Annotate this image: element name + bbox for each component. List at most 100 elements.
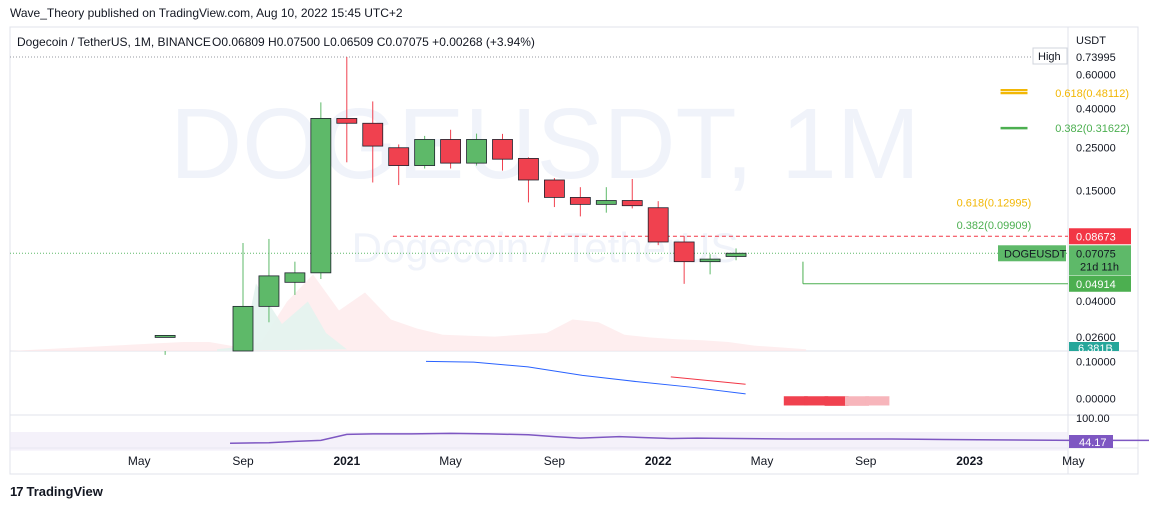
tradingview-logo[interactable]: 17 TradingView [10, 484, 103, 499]
grid-layer [10, 56, 1068, 254]
fib-level-label: 0.382(0.31622) [1055, 123, 1130, 135]
countdown-label: 21d 11h [1080, 261, 1119, 273]
candle [621, 179, 643, 209]
candle-body [699, 258, 721, 263]
candle [699, 254, 721, 275]
candle [673, 236, 695, 284]
candle-body [310, 118, 332, 274]
volume-tag-label: 6.381B [1078, 343, 1113, 355]
high-value-label: 0.73995 [1076, 52, 1116, 64]
candle-body [414, 139, 436, 166]
candle [647, 201, 669, 246]
candle-body [621, 200, 643, 207]
candle-body [284, 272, 306, 283]
macd-histogram-bar [824, 396, 849, 406]
rsi-line [230, 432, 1149, 444]
candle [492, 133, 513, 171]
x-tick-label: Sep [544, 454, 566, 468]
rsi-tick-label: 100.00 [1076, 413, 1110, 425]
fib-level-label: 0.618(0.48112) [1055, 88, 1129, 100]
y-axis-unit: USDT [1076, 35, 1106, 47]
symbol-legend[interactable]: Dogecoin / TetherUS, 1M, BINANCE [17, 35, 211, 49]
candle-body [673, 241, 695, 263]
fib-level-label: 0.382(0.09909) [957, 220, 1032, 232]
resistance-tag [1069, 228, 1131, 245]
x-tick-label: Sep [855, 454, 877, 468]
support-tag [1069, 275, 1131, 292]
support-tag-label: 0.04914 [1076, 279, 1116, 291]
macd-tick-label: 0.10000 [1076, 356, 1116, 368]
x-tick-label: May [751, 454, 774, 468]
chart-border [9, 26, 1139, 475]
candle-body [492, 139, 513, 160]
volume-area [9, 274, 807, 351]
x-tick-label: 2022 [645, 454, 672, 468]
macd-line [425, 360, 746, 395]
high-tag-label: High [1038, 51, 1061, 63]
candle [388, 144, 410, 186]
x-tick-label: May [128, 454, 151, 468]
levels-layer [392, 235, 1068, 285]
fib-level-label: 0.618(0.12995) [957, 197, 1032, 209]
macd-pane: 0.10000 0.00000 [425, 356, 1116, 406]
x-tick-label: 2023 [956, 454, 983, 468]
y-tick-label: 0.40000 [1076, 103, 1116, 115]
current-price-tag [1069, 245, 1131, 276]
candle [518, 157, 539, 203]
candle [725, 248, 747, 261]
x-tick-label: Sep [232, 454, 254, 468]
candle [232, 243, 254, 352]
macd-histogram-bar [783, 396, 808, 406]
tradingview-logo-icon: 17 [10, 484, 24, 499]
y-tick-label: 0.60000 [1076, 70, 1116, 82]
candle-body [466, 139, 487, 164]
candle-body [258, 275, 280, 307]
candle [595, 187, 617, 213]
symbol-tag-label: DOGEUSDT [1004, 248, 1067, 260]
tradingview-brand: TradingView [26, 484, 103, 499]
high-tag-box [1032, 47, 1068, 65]
candle-body [336, 118, 358, 124]
resistance-tag-label: 0.08673 [1076, 231, 1116, 243]
candles-layer [154, 56, 747, 355]
candle [258, 238, 280, 323]
candle [310, 102, 332, 280]
candle-body [647, 207, 669, 243]
y-tick-label: 0.25000 [1076, 143, 1116, 155]
candle [466, 133, 487, 166]
macd-histogram-bar [804, 396, 829, 406]
rsi-band [10, 432, 1068, 451]
macd-tick-label: 0.00000 [1076, 393, 1116, 405]
candle-body [232, 305, 254, 352]
time-axis: May Sep 2021 May Sep 2022 May Sep 2023 May [128, 454, 1085, 468]
volume-tag [1069, 342, 1119, 351]
macd-signal-line [670, 376, 746, 385]
candle-body [569, 197, 591, 205]
candle-body [362, 122, 384, 147]
candle-body [388, 147, 410, 166]
ohlc-legend: O0.06809 H0.07500 L0.06509 C0.07075 +0.0… [212, 35, 535, 49]
candle [440, 129, 462, 169]
candle [362, 101, 384, 183]
candle-body [595, 200, 617, 205]
rsi-pane: 100.00 44.17 [10, 413, 1149, 451]
fib-layer: 0.618(0.48112) 0.382(0.31622) 0.618(0.1299… [957, 88, 1130, 232]
candle [544, 178, 565, 208]
publish-credit: Wave_Theory published on TradingView.com… [10, 6, 403, 20]
y-tick-label: 0.04000 [1076, 296, 1116, 308]
candle [414, 135, 436, 169]
candle [569, 187, 591, 217]
candle [336, 56, 358, 163]
x-tick-label: May [439, 454, 462, 468]
symbol-tag [998, 245, 1066, 262]
rsi-value-label: 44.17 [1079, 437, 1107, 449]
candle [284, 261, 306, 295]
candle-body [544, 179, 565, 198]
price-axis-labels: 0.60000 0.40000 0.25000 0.15000 0.04000 0.026… [998, 47, 1131, 355]
macd-histogram-bar [845, 396, 869, 406]
candle-body [440, 139, 462, 164]
candle-body [518, 158, 539, 181]
x-tick-label: 2021 [333, 454, 360, 468]
